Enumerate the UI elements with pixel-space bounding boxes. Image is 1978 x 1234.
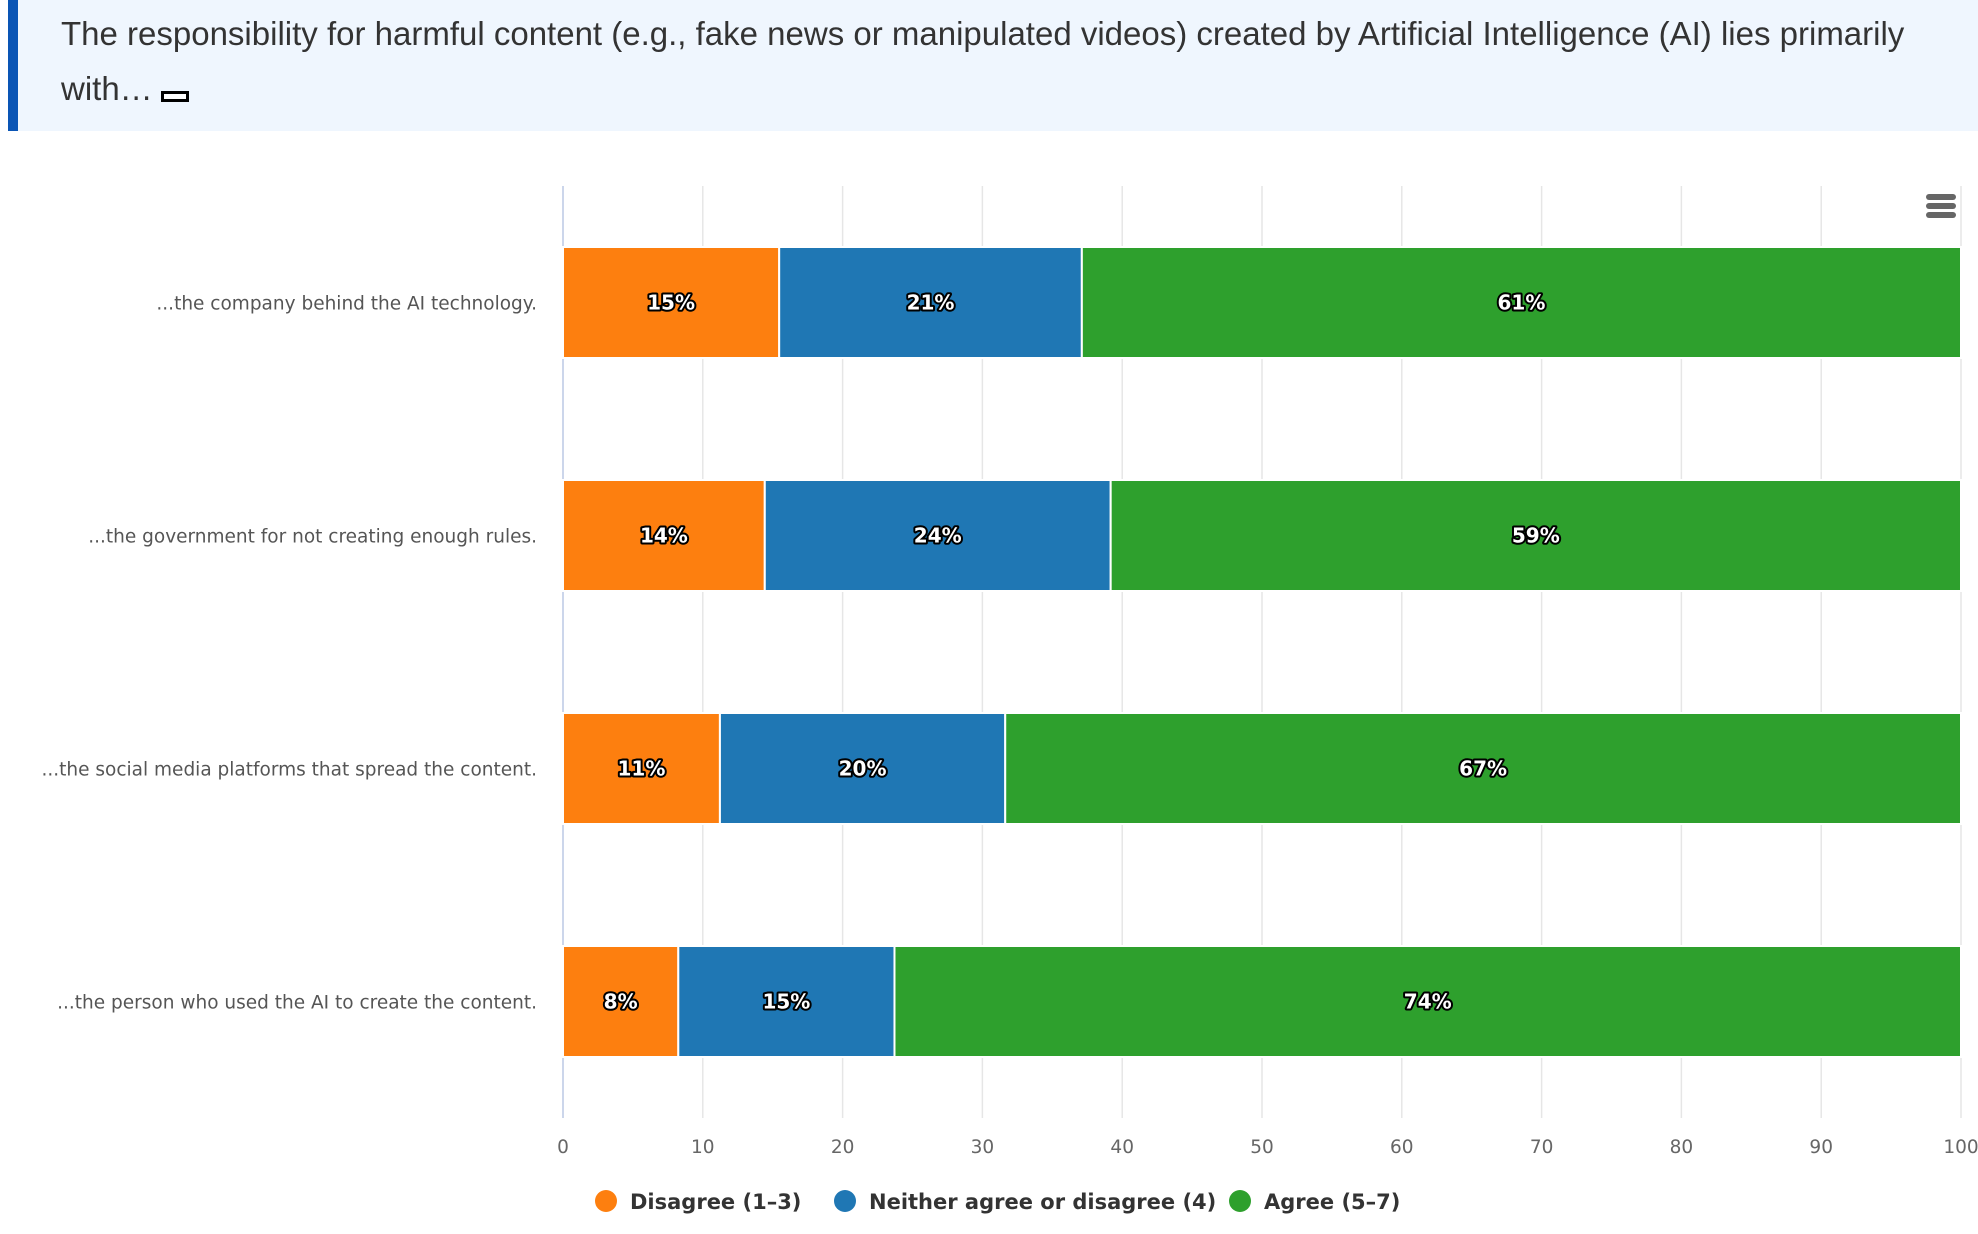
question-header: The responsibility for harmful content (…: [8, 0, 1978, 131]
data-label: 11%: [618, 757, 666, 781]
bar-segment: [763, 479, 1112, 592]
category-label: ...the person who used the AI to create …: [57, 993, 537, 1014]
bar-row: 11% 20% 67%: [562, 712, 1962, 825]
bar-segment: [562, 479, 766, 592]
x-axis-tick-labels: 0 10 20 30 40 50 60 70 80 90 100: [557, 1137, 1978, 1158]
bar-segment: [893, 945, 1963, 1058]
bar-row: 8% 15% 74%: [562, 945, 1963, 1058]
x-tick-label: 30: [971, 1137, 995, 1158]
x-tick-label: 60: [1390, 1137, 1414, 1158]
question-text-content: The responsibility for harmful content (…: [61, 15, 1905, 107]
legend-item[interactable]: Neither agree or disagree (4): [834, 1190, 1216, 1214]
legend-label: Agree (5–7): [1264, 1190, 1400, 1214]
data-label: 61%: [1497, 291, 1545, 315]
data-label: 20%: [839, 757, 887, 781]
legend-label: Disagree (1–3): [630, 1190, 801, 1214]
legend-marker: [1229, 1190, 1251, 1212]
category-label: ...the social media platforms that sprea…: [42, 760, 537, 781]
data-label: 74%: [1404, 990, 1452, 1014]
bar-segment: [1080, 246, 1962, 359]
x-tick-label: 80: [1670, 1137, 1694, 1158]
x-tick-label: 90: [1809, 1137, 1833, 1158]
data-label: 67%: [1459, 757, 1507, 781]
data-label: 59%: [1512, 524, 1560, 548]
bar-segment: [562, 246, 781, 359]
x-tick-label: 0: [557, 1137, 569, 1158]
x-tick-label: 70: [1530, 1137, 1554, 1158]
data-label: 15%: [762, 990, 810, 1014]
bar-segment: [778, 246, 1083, 359]
legend-item[interactable]: Agree (5–7): [1229, 1190, 1400, 1214]
x-tick-label: 20: [831, 1137, 855, 1158]
question-text: The responsibility for harmful content (…: [61, 6, 1938, 116]
bars: 15% 21% 61% 14% 24% 59% 11% 20% 67% 8% 15% 74%: [562, 246, 1963, 1058]
x-tick-label: 10: [691, 1137, 715, 1158]
data-label: 14%: [640, 524, 688, 548]
data-label: 8%: [604, 990, 638, 1014]
bar-segment: [677, 945, 896, 1058]
footnote-box-icon[interactable]: [160, 91, 189, 102]
category-label: ...the company behind the AI technology.: [156, 294, 537, 315]
legend: Disagree (1–3) Neither agree or disagree …: [595, 1190, 1400, 1214]
bar-row: 15% 21% 61%: [562, 246, 1962, 359]
bar-segment: [718, 712, 1007, 825]
x-tick-label: 50: [1250, 1137, 1274, 1158]
data-label: 15%: [647, 291, 695, 315]
data-label: 24%: [914, 524, 962, 548]
legend-item[interactable]: Disagree (1–3): [595, 1190, 801, 1214]
bar-row: 14% 24% 59%: [562, 479, 1962, 592]
category-label: ...the government for not creating enoug…: [88, 527, 537, 548]
bar-segment: [1109, 479, 1962, 592]
bar-segment: [1004, 712, 1962, 825]
x-tick-label: 40: [1110, 1137, 1134, 1158]
legend-marker: [834, 1190, 856, 1212]
category-labels: ...the company behind the AI technology.…: [42, 294, 537, 1014]
legend-marker: [595, 1190, 617, 1212]
data-label: 21%: [907, 291, 955, 315]
bar-segment: [562, 945, 680, 1058]
x-tick-label: 100: [1943, 1137, 1978, 1158]
chart-menu-button[interactable]: [1920, 188, 1962, 224]
legend-label: Neither agree or disagree (4): [869, 1190, 1216, 1214]
